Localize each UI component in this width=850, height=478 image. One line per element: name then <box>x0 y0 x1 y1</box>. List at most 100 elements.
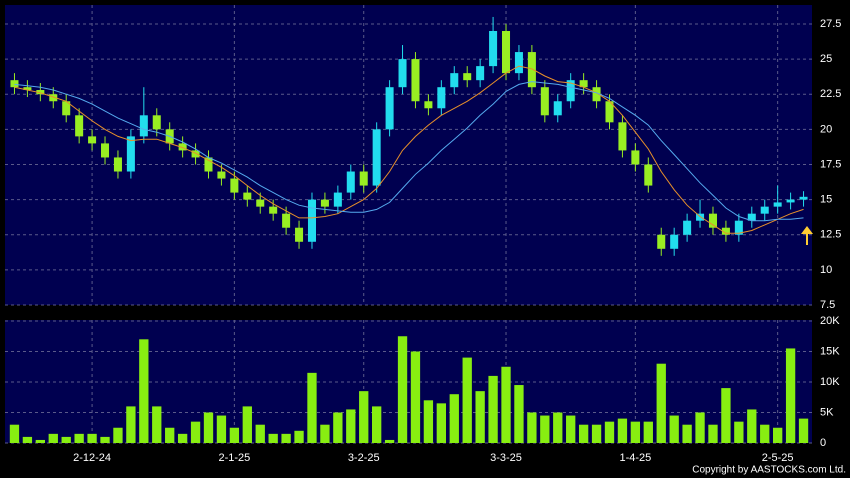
candle-body <box>333 192 342 207</box>
volume-bar <box>384 439 395 443</box>
volume-bar <box>449 394 459 443</box>
volume-bar <box>617 418 628 443</box>
volume-bar <box>540 415 550 443</box>
volume-bar <box>320 424 330 443</box>
volume-bar <box>747 409 757 443</box>
volume-bar <box>423 400 434 443</box>
price-panel <box>5 5 812 305</box>
y-tick-label: 10 <box>820 264 832 276</box>
candle-body <box>463 73 472 81</box>
candle-body <box>398 59 407 88</box>
candle-body <box>49 94 58 102</box>
volume-bar <box>333 412 343 443</box>
volume-bar <box>475 391 485 443</box>
candle-body <box>178 143 187 151</box>
volume-bar <box>436 403 446 443</box>
candle-body <box>126 136 135 172</box>
candle-body <box>657 234 666 249</box>
volume-bar <box>203 412 214 443</box>
candle-body <box>696 213 705 221</box>
y-tick-label: 25 <box>820 53 832 65</box>
candle-body <box>359 171 368 186</box>
candle-body <box>23 87 32 91</box>
volume-bar <box>100 436 110 443</box>
volume-bar <box>126 406 136 443</box>
candle-body <box>139 115 148 137</box>
volume-bar <box>9 424 20 443</box>
y-tick-label: 15K <box>820 345 840 357</box>
candle-body <box>437 87 446 109</box>
volume-bar <box>22 436 33 443</box>
volume-bar <box>190 421 201 443</box>
x-tick-label: 2-1-25 <box>218 452 250 464</box>
y-tick-label: 15 <box>820 194 832 206</box>
candle-body <box>269 206 278 214</box>
volume-bar <box>113 427 123 443</box>
volume-bar <box>591 424 602 443</box>
candle-body <box>747 213 756 221</box>
volume-bar <box>553 412 563 443</box>
volume-bar <box>152 406 162 443</box>
y-tick-label: 17.5 <box>820 158 841 170</box>
volume-bar <box>294 430 304 443</box>
copyright: Copyright by AASTOCKS.com Ltd. <box>692 465 846 476</box>
candle-body <box>502 30 511 74</box>
volume-bar <box>514 385 524 443</box>
candle-body <box>514 52 523 74</box>
candle-body <box>230 178 239 193</box>
candle-body <box>734 220 743 235</box>
volume-bar <box>669 415 679 443</box>
volume-bar <box>372 406 382 443</box>
volume-bar <box>397 336 408 443</box>
volume-bar <box>721 388 731 443</box>
volume-bar <box>165 427 175 443</box>
y-tick-label: 12.5 <box>820 229 841 241</box>
candle-body <box>566 80 575 102</box>
volume-bar <box>177 433 188 443</box>
volume-bar <box>410 351 421 443</box>
x-tick-label: 3-2-25 <box>348 452 380 464</box>
candle-body <box>256 199 265 207</box>
volume-bar <box>734 421 744 443</box>
candle-body <box>527 52 536 88</box>
candle-body <box>295 227 304 242</box>
candle-body <box>88 136 97 144</box>
volume-bar <box>695 412 705 443</box>
volume-bar <box>462 357 472 443</box>
plot-layer: 7.5 10 12.5 15 17.5 20 22.5 25 27.5 0 5K 10K 15K 20K 2… <box>5 5 841 464</box>
candle-body <box>424 101 433 109</box>
candle-body <box>773 202 782 207</box>
volume-bar <box>281 433 291 443</box>
volume-bar <box>527 412 537 443</box>
volume-bar <box>630 421 641 443</box>
candle-body <box>191 150 200 158</box>
candle-body <box>282 213 291 228</box>
candle-body <box>36 90 45 95</box>
moving-average-line <box>14 65 804 234</box>
candle-body <box>540 87 549 116</box>
y-tick-label: 27.5 <box>820 18 841 30</box>
volume-bar <box>268 433 278 443</box>
y-tick-label: 20K <box>820 315 840 327</box>
volume-bar <box>682 424 692 443</box>
volume-bar <box>604 421 615 443</box>
candle-body <box>670 234 679 249</box>
candle-body <box>786 199 795 203</box>
candle-body <box>799 196 808 200</box>
candle-body <box>644 164 653 186</box>
volume-bar <box>74 433 84 443</box>
candle-body <box>307 199 316 242</box>
volume-bar <box>87 433 97 443</box>
candle-body <box>476 66 485 81</box>
candle-body <box>708 213 717 228</box>
candle-body <box>721 227 730 235</box>
candle-body <box>385 87 394 130</box>
volume-bar <box>708 424 718 443</box>
volume-bar <box>139 339 149 443</box>
y-tick-label: 5K <box>820 406 834 418</box>
volume-bar <box>255 424 265 443</box>
candle-body <box>631 150 640 165</box>
y-tick-label: 7.5 <box>820 299 835 311</box>
